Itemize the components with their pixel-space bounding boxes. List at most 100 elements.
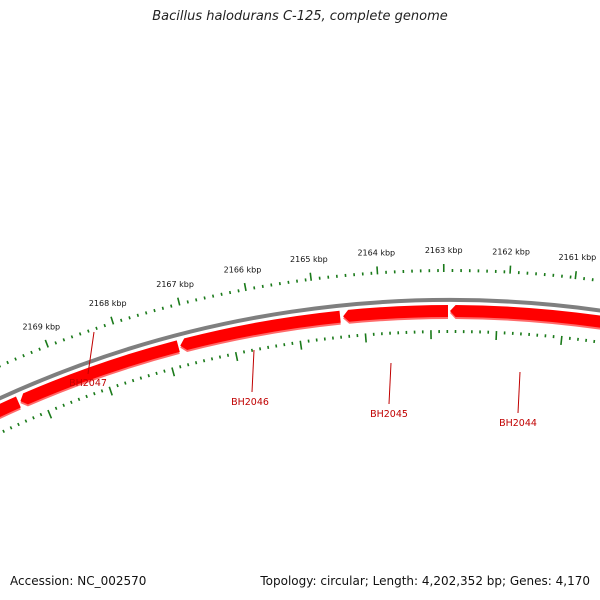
minor-tick (163, 369, 166, 373)
minor-tick (195, 298, 198, 302)
ruler-label: 2164 kbp (357, 248, 395, 257)
gene-arrow[interactable] (450, 305, 600, 329)
minor-tick (131, 378, 135, 383)
gene-arrow[interactable] (180, 310, 341, 351)
minor-tick (120, 318, 123, 322)
minor-tick (93, 391, 96, 396)
minor-tick (144, 311, 148, 315)
ruler-label: 2165 kbp (290, 255, 328, 264)
accession-text: Accession: NC_002570 (10, 574, 147, 588)
minor-tick (267, 345, 270, 350)
minor-tick (261, 284, 264, 289)
minor-tick (54, 406, 58, 410)
major-tick (299, 340, 303, 350)
major-tick (177, 297, 181, 306)
minor-tick (6, 360, 9, 365)
minor-tick (38, 347, 41, 351)
ruler-label: 2162 kbp (492, 248, 530, 257)
ruler-label: 2168 kbp (89, 299, 127, 308)
gene-leader-line (87, 331, 95, 375)
major-tick (309, 272, 313, 281)
minor-tick (237, 289, 240, 293)
minor-tick (226, 353, 230, 357)
gene-arrow[interactable] (20, 340, 180, 405)
minor-tick (54, 341, 58, 345)
minor-tick (136, 313, 140, 317)
inner-tick-track (2, 330, 596, 433)
minor-tick (128, 316, 131, 320)
minor-tick (95, 326, 98, 330)
major-tick (376, 266, 379, 275)
minor-tick (203, 296, 206, 300)
minor-tick (2, 429, 5, 433)
major-tick (108, 386, 113, 396)
major-tick (560, 335, 563, 346)
minor-tick (77, 397, 81, 402)
minor-tick (70, 400, 73, 404)
minor-tick (124, 381, 127, 385)
gene-label[interactable]: BH2044 (499, 418, 537, 429)
minor-tick (179, 365, 182, 369)
ruler-label: 2163 kbp (425, 246, 463, 255)
minor-tick (87, 329, 90, 333)
minor-tick (218, 355, 222, 359)
backbone-line (0, 297, 600, 401)
minor-tick (78, 332, 82, 336)
page-title: Bacillus halodurans C-125, complete geno… (152, 9, 448, 24)
minor-tick (62, 403, 65, 407)
minor-tick (17, 422, 20, 427)
minor-tick (211, 294, 215, 298)
minor-tick (39, 412, 43, 417)
minor-tick (100, 389, 104, 393)
major-tick (47, 409, 53, 419)
minor-tick (153, 308, 156, 313)
minor-tick (170, 304, 173, 308)
minor-tick (186, 300, 189, 304)
genome-summary-text: Topology: circular; Length: 4,202,352 bp… (260, 574, 590, 588)
minor-tick (259, 347, 262, 351)
minor-tick (210, 357, 214, 361)
gene-label[interactable]: BH2045 (370, 409, 408, 420)
ruler-label: 2169 kbp (22, 323, 60, 332)
major-tick (574, 271, 577, 280)
gene-arrow[interactable] (0, 396, 21, 418)
minor-tick (9, 426, 13, 430)
minor-tick (202, 359, 206, 363)
gene-arrow[interactable] (343, 305, 449, 322)
gene-labels: BH2047 BH2046 BH2045 BH2044 (69, 331, 537, 429)
ruler-labels: 2169 kbp 2168 kbp 2167 kbp 2166 kbp 2165 kbp… (22, 246, 596, 332)
major-tick (234, 351, 239, 362)
minor-tick (228, 290, 232, 295)
gene-track (0, 305, 600, 419)
gene-label[interactable]: BH2047 (69, 378, 107, 389)
outer-tick-track (0, 264, 594, 368)
minor-tick (161, 306, 165, 310)
gene-leader-line (517, 371, 521, 414)
minor-tick (30, 350, 33, 355)
minor-tick (253, 286, 256, 290)
major-tick (243, 282, 247, 292)
ruler-label: 2161 kbp (559, 253, 597, 262)
major-tick (110, 316, 115, 325)
minor-tick (85, 394, 88, 399)
genome-backbone (0, 297, 600, 401)
ruler-label: 2166 kbp (224, 265, 262, 274)
major-tick (44, 339, 49, 348)
gene-leader-line (251, 349, 255, 393)
minor-tick (22, 354, 25, 358)
minor-tick (70, 335, 74, 339)
minor-tick (220, 292, 223, 296)
gene-label[interactable]: BH2046 (231, 397, 269, 408)
minor-tick (62, 338, 66, 342)
gene-leader-line (388, 362, 392, 405)
minor-tick (194, 361, 198, 365)
ruler-label: 2167 kbp (156, 280, 194, 289)
minor-tick (147, 374, 150, 378)
minor-tick (24, 419, 28, 423)
minor-tick (187, 363, 190, 367)
minor-tick (155, 371, 158, 376)
major-tick (171, 367, 176, 377)
minor-tick (14, 357, 17, 361)
minor-tick (116, 383, 119, 388)
minor-tick (103, 323, 106, 328)
